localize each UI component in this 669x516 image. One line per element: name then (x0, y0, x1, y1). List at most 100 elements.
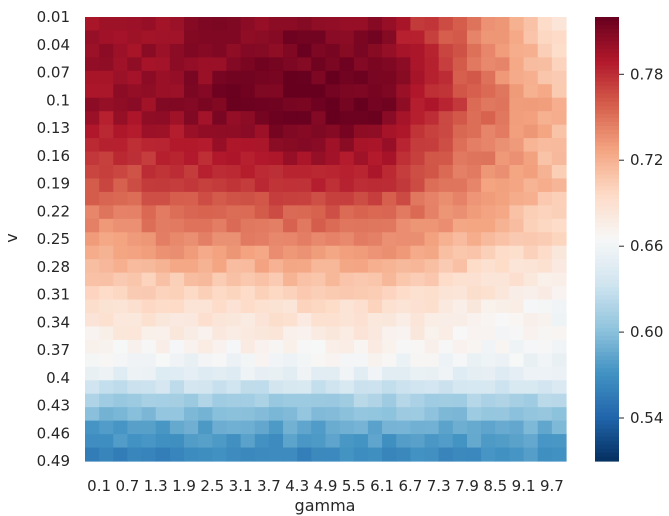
heatmap-cell (523, 84, 539, 99)
colorbar-segment (595, 243, 619, 248)
heatmap-cell (127, 326, 143, 341)
heatmap-cell (212, 245, 228, 260)
colorbar-segment (595, 452, 619, 458)
colorbar-tick-label: 0.66 (630, 237, 663, 255)
heatmap-cell (141, 420, 157, 435)
heatmap-cell (523, 43, 539, 58)
heatmap-cell (551, 259, 567, 274)
heatmap-cell (353, 191, 369, 206)
colorbar-segment (595, 57, 619, 62)
heatmap-cell (141, 70, 157, 85)
heatmap-cell (339, 97, 355, 112)
heatmap-cell (283, 313, 298, 328)
heatmap-cell (198, 299, 213, 314)
heatmap-cell (325, 366, 341, 381)
heatmap-cell (311, 205, 327, 220)
heatmap-cell (212, 299, 228, 314)
heatmap-cell (226, 97, 242, 112)
heatmap-cell (509, 70, 525, 85)
heatmap-cell (85, 111, 100, 126)
heatmap-cell (169, 393, 185, 408)
heatmap-cell (551, 57, 567, 72)
heatmap-cell (523, 259, 539, 274)
heatmap-cell (452, 380, 468, 395)
heatmap-cell (466, 218, 482, 233)
heatmap-cell (99, 272, 114, 287)
heatmap-cell (184, 339, 199, 354)
heatmap-cell (481, 232, 496, 247)
heatmap-cell (127, 70, 143, 85)
heatmap-cell (184, 17, 199, 32)
heatmap-cell (226, 286, 242, 301)
heatmap-cell (212, 111, 228, 126)
heatmap-cell (396, 380, 411, 395)
heatmap-cell (155, 57, 171, 72)
colorbar-segment (595, 166, 619, 171)
heatmap-cell (509, 178, 525, 193)
colorbar-segment (595, 456, 619, 462)
heatmap-cell (268, 420, 284, 435)
heatmap-cell (169, 447, 185, 462)
heatmap-cell (339, 299, 355, 314)
colorbar-segment (595, 186, 619, 192)
heatmap-cell (367, 151, 383, 166)
heatmap-cell (452, 299, 468, 314)
heatmap-cell (424, 272, 440, 287)
heatmap-cell (141, 151, 157, 166)
heatmap-cell (523, 17, 539, 32)
colorbar-segment (595, 89, 619, 95)
heatmap-cell (438, 313, 454, 328)
heatmap-cell (481, 380, 496, 395)
heatmap-cell (438, 447, 454, 462)
heatmap-cell (339, 138, 355, 153)
heatmap-cell (184, 353, 199, 368)
heatmap-cell (240, 420, 256, 435)
heatmap-cell (283, 97, 298, 112)
heatmap-cell (551, 232, 567, 247)
heatmap-cell (311, 447, 327, 462)
heatmap-cell (396, 151, 411, 166)
heatmap-cell (481, 393, 496, 408)
heatmap-cell (551, 205, 567, 220)
heatmap-cell (452, 313, 468, 328)
heatmap-cell (396, 43, 411, 58)
heatmap-cell (113, 420, 129, 435)
heatmap-cell (509, 272, 525, 287)
heatmap-cell (283, 232, 298, 247)
heatmap-cell (537, 245, 553, 260)
heatmap-cell (424, 151, 440, 166)
heatmap-cell (382, 97, 397, 112)
heatmap-cell (113, 259, 129, 274)
x-tick-label: 3.7 (257, 477, 281, 495)
heatmap-cell (382, 165, 397, 180)
heatmap-cell (382, 191, 397, 206)
heatmap-cell (495, 111, 511, 126)
heatmap-cell (297, 407, 312, 422)
colorbar-segment (595, 432, 619, 438)
heatmap-cell (339, 43, 355, 58)
heatmap-cell (254, 218, 270, 233)
x-tick-label: 7.9 (455, 477, 479, 495)
heatmap-cell (311, 43, 327, 58)
heatmap-cell (537, 165, 553, 180)
heatmap-cell (155, 299, 171, 314)
heatmap-cell (410, 380, 426, 395)
heatmap-cell (537, 326, 553, 341)
heatmap-cell (339, 286, 355, 301)
heatmap-cell (268, 97, 284, 112)
heatmap-cell (466, 393, 482, 408)
heatmap-cell (297, 178, 312, 193)
heatmap-cell (410, 205, 426, 220)
heatmap-cell (339, 272, 355, 287)
heatmap-cell (212, 178, 228, 193)
heatmap-cell (353, 407, 369, 422)
heatmap-cell (198, 407, 213, 422)
colorbar-segment (595, 400, 619, 406)
heatmap-cell (240, 218, 256, 233)
heatmap-cell (226, 447, 242, 462)
heatmap-cell (268, 70, 284, 85)
heatmap-cell (85, 339, 100, 354)
heatmap-cell (325, 245, 341, 260)
heatmap-cell (169, 407, 185, 422)
heatmap-cell (551, 165, 567, 180)
